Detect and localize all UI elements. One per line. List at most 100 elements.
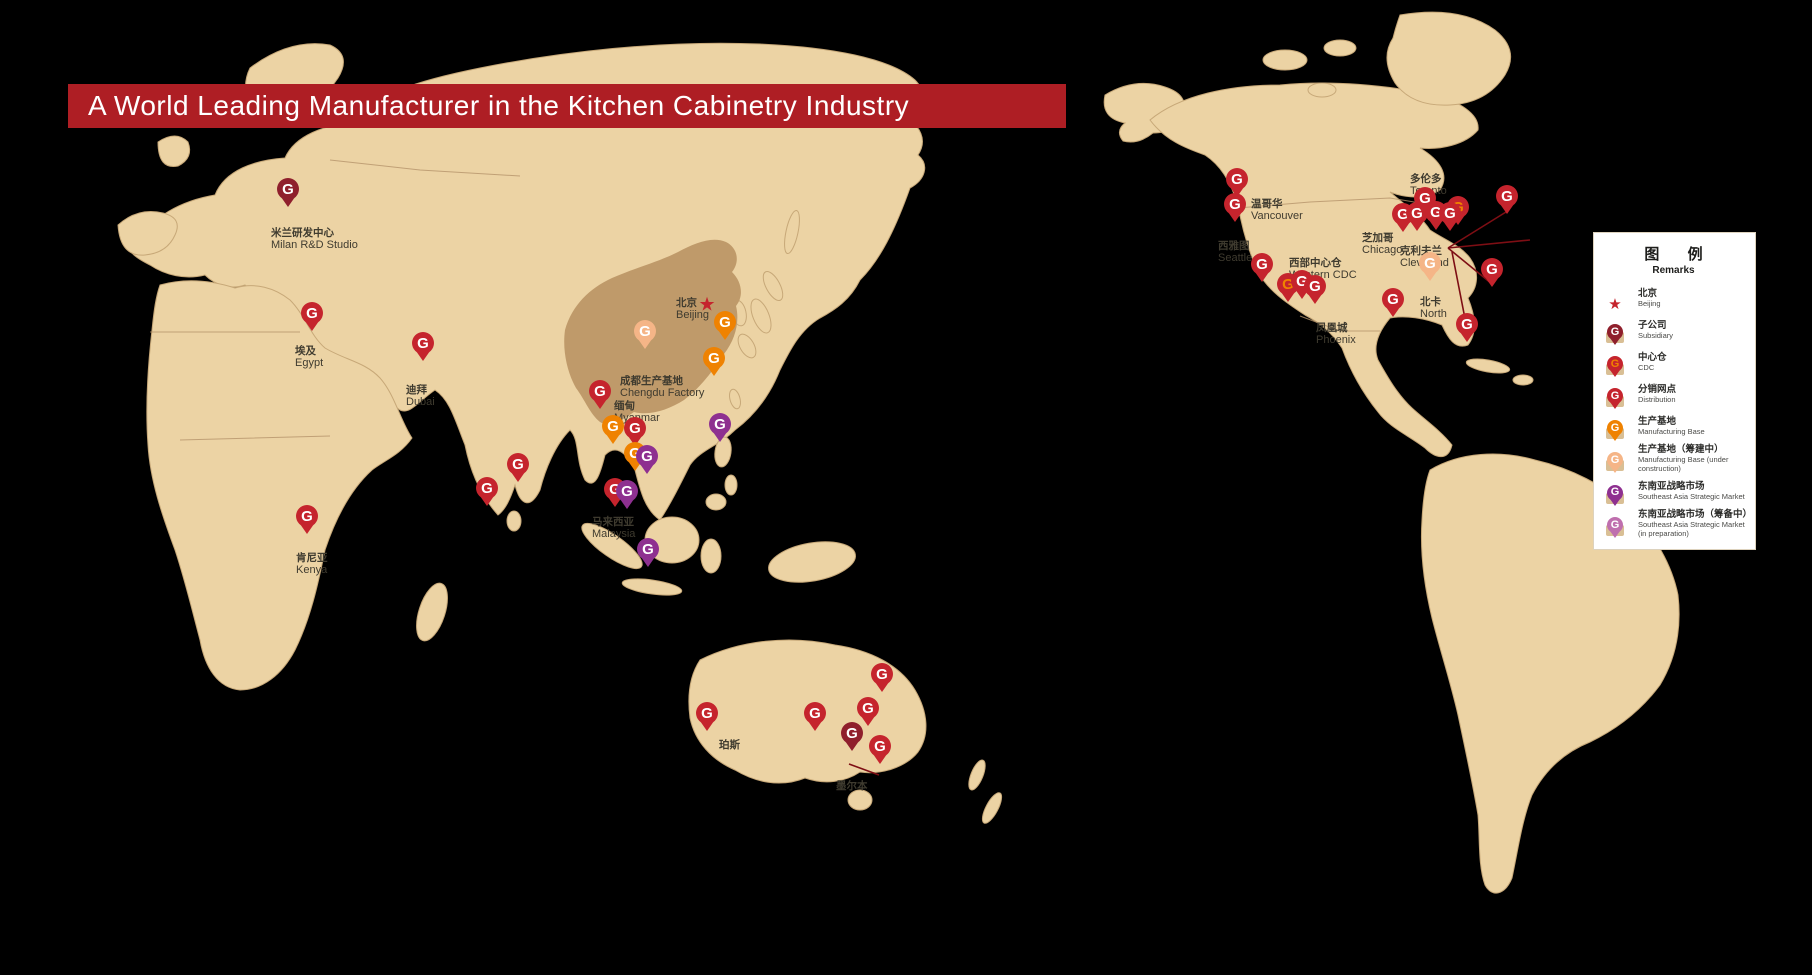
- map-label-zh: 北京: [676, 297, 697, 309]
- map-label-en: North: [1420, 308, 1447, 321]
- legend-row-star: ★ 北京 Beijing: [1599, 285, 1748, 312]
- pin-g-logo-icon: G: [857, 697, 879, 720]
- pin-g-logo-icon: G: [1607, 420, 1623, 436]
- pin-g-logo-icon: G: [841, 722, 863, 745]
- map-label-zh: 缅甸: [614, 400, 635, 412]
- map-label-en: Dubai: [406, 396, 435, 409]
- pin-tail: [707, 366, 721, 377]
- pin-g-logo-icon: G: [1607, 452, 1623, 469]
- legend-title-en: Remarks: [1652, 265, 1695, 276]
- pin-g-logo-icon: G: [636, 445, 658, 468]
- legend-icon-cdc: G: [1599, 349, 1631, 377]
- legend-label-en: Manufacturing Base: [1638, 427, 1705, 437]
- pin-tail: [1460, 332, 1474, 343]
- pin-g-logo-icon: G: [602, 415, 624, 438]
- pin-g-logo-icon: G: [696, 702, 718, 725]
- map-pin-sea: G: [635, 445, 659, 475]
- landmass-new-guinea: [768, 541, 856, 583]
- landmass-iberia: [117, 211, 178, 256]
- pin-tail: [1610, 466, 1620, 474]
- legend-row-cdc: G 中心仓 CDC: [1599, 349, 1748, 377]
- connector-line: [848, 763, 880, 776]
- map-pin-distribution: G: [1225, 168, 1249, 198]
- pin-g-logo-icon: G: [714, 311, 736, 334]
- pin-tail: [281, 197, 295, 208]
- map-label-en: Malaysia: [592, 528, 636, 541]
- map-label-zh: 温哥华: [1251, 198, 1283, 210]
- pin-g-logo-icon: G: [412, 332, 434, 355]
- map-label: 西雅图 Seattle: [1218, 240, 1252, 265]
- pin-g-logo-icon: G: [1607, 356, 1623, 372]
- map-label-en: Milan R&D Studio: [271, 239, 358, 252]
- map-pin-distribution: G: [870, 663, 894, 693]
- map-pin-distribution: G: [868, 735, 892, 765]
- landmass-nz-south: [981, 792, 1003, 824]
- pin-tail: [1281, 292, 1295, 303]
- map-pin-distribution: G: [1381, 288, 1405, 318]
- legend-row-subsidiary: G 子公司 Subsidiary: [1599, 317, 1748, 345]
- legend-label-en: Distribution: [1638, 395, 1676, 405]
- pin-g-logo-icon: G: [616, 480, 638, 503]
- landmass-tasmania: [847, 789, 873, 811]
- map-pin-distribution: G: [475, 477, 499, 507]
- landmass-japan-1: [762, 270, 784, 302]
- landmass-sulawesi: [700, 538, 722, 574]
- pin-g-logo-icon: G: [871, 663, 893, 686]
- map-label: 北京 Beijing: [676, 297, 709, 322]
- pin-tail: [305, 321, 319, 332]
- title-banner-text: A World Leading Manufacturer in the Kitc…: [88, 90, 910, 121]
- legend-label-en: Beijing: [1638, 299, 1661, 309]
- pin-tail: [1410, 221, 1424, 232]
- pin-tail: [875, 682, 889, 693]
- legend-row-sea: G 东南亚战略市场 Southeast Asia Strategic Market: [1599, 478, 1748, 506]
- pin-g-logo-icon: G: [703, 347, 725, 370]
- map-pin-sea: G: [615, 480, 639, 510]
- map-label-zh: 墨尔本: [836, 780, 868, 792]
- pin-tail: [1610, 531, 1620, 539]
- legend-star-icon: ★: [1608, 296, 1622, 313]
- map-label: 北卡 North: [1420, 296, 1447, 321]
- legend-row-sea_prep: G 东南亚战略市场（筹备中） Southeast Asia Strategic Ma…: [1599, 508, 1753, 539]
- legend-icon-sea_prep: G: [1599, 510, 1631, 539]
- legend-text: 中心仓 CDC: [1638, 352, 1748, 373]
- legend-label-en: CDC: [1638, 363, 1655, 373]
- pin-tail: [641, 557, 655, 568]
- map-label: 成都生产基地 Chengdu Factory: [620, 375, 704, 400]
- pin-tail: [593, 399, 607, 410]
- map-label-zh: 多伦多: [1410, 173, 1442, 185]
- pin-g-logo-icon: G: [1607, 517, 1623, 534]
- map-pin-distribution: G: [1303, 275, 1327, 305]
- landmass-sakhalin: [784, 209, 800, 255]
- pin-g-logo-icon: G: [1224, 193, 1246, 216]
- pin-tail: [480, 496, 494, 507]
- landmass-taiwan: [729, 388, 741, 410]
- connector-line: [1447, 239, 1531, 249]
- map-pin-distribution: G: [1495, 185, 1519, 215]
- map-pin-distribution: G: [1250, 253, 1274, 283]
- landmass-nz-north: [968, 759, 986, 791]
- legend-icon-distribution: G: [1599, 381, 1631, 409]
- legend-label-zh: 东南亚战略市场（筹备中）: [1638, 508, 1753, 520]
- legend-text: 生产基地 Manufacturing Base: [1638, 416, 1748, 437]
- legend-pin-subsidiary: G: [1606, 324, 1624, 345]
- map-pin-distribution: G: [1480, 258, 1504, 288]
- legend-label-zh: 北京: [1638, 287, 1658, 299]
- map-label: 米兰研发中心 Milan R&D Studio: [271, 227, 358, 252]
- map-pin-distribution: G: [803, 702, 827, 732]
- landmass-japan-2: [750, 298, 772, 334]
- map-label-zh: 迪拜: [406, 384, 427, 396]
- map-label-zh: 西部中心仓: [1289, 257, 1342, 269]
- connector-line: [1447, 211, 1507, 249]
- map-label-zh: 马来西亚: [592, 516, 634, 528]
- pin-tail: [1308, 294, 1322, 305]
- map-label-zh: 成都生产基地: [620, 375, 683, 387]
- landmass-java: [621, 578, 683, 596]
- legend-row-manufacturing_uc: G 生产基地（筹建中） Manufacturing Base (under cons…: [1599, 444, 1748, 474]
- pin-tail: [861, 716, 875, 727]
- pin-g-logo-icon: G: [1607, 388, 1623, 404]
- pin-tail: [1295, 289, 1309, 300]
- pin-g-logo-icon: G: [296, 505, 318, 528]
- pin-tail: [1228, 212, 1242, 223]
- pin-tail: [628, 436, 642, 447]
- map-label-en: Phoenix: [1316, 334, 1356, 347]
